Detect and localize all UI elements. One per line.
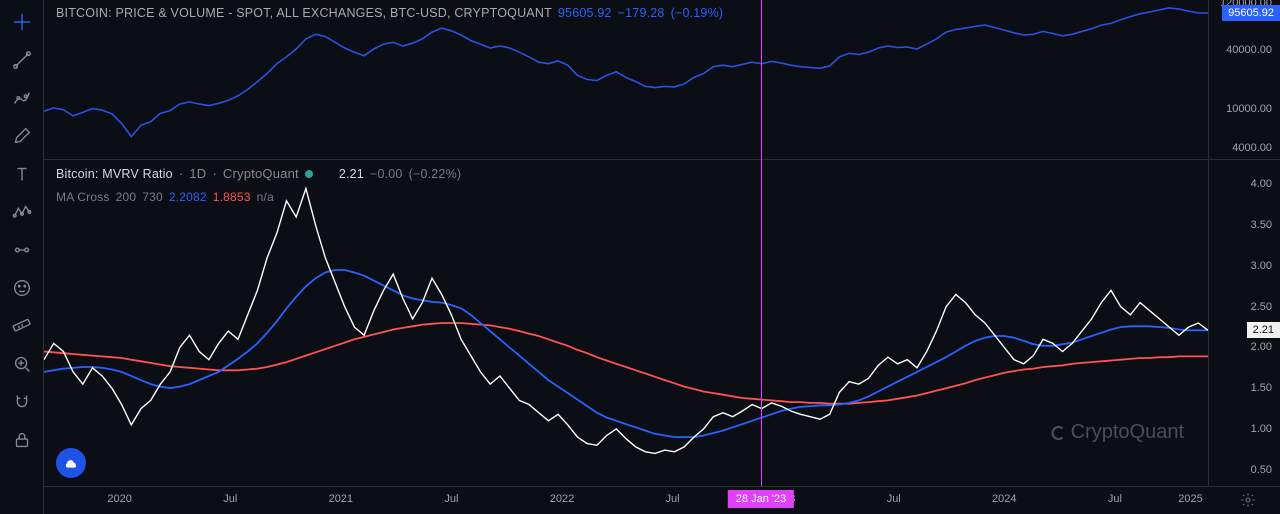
mvrv-title-c: CryptoQuant [223, 166, 299, 181]
mvrv-change: −0.00 [370, 167, 403, 181]
price-panel[interactable]: BITCOIN: PRICE & VOLUME - SPOT, ALL EXCH… [44, 0, 1280, 160]
price-header: BITCOIN: PRICE & VOLUME - SPOT, ALL EXCH… [56, 6, 723, 20]
price-value: 95605.92 [558, 6, 612, 20]
price-title: BITCOIN: PRICE & VOLUME - SPOT, ALL EXCH… [56, 6, 552, 20]
magnet-tool[interactable] [4, 384, 40, 420]
mvrv-title-a: Bitcoin: MVRV Ratio [56, 167, 173, 181]
cursor-vline2 [761, 160, 762, 486]
ma-v3: n/a [257, 190, 274, 204]
drawing-toolbar [0, 0, 44, 514]
pattern-tool[interactable] [4, 194, 40, 230]
mvrv-panel[interactable]: Bitcoin: MVRV Ratio · 1D · CryptoQuant 2… [44, 160, 1280, 486]
chart-area: BITCOIN: PRICE & VOLUME - SPOT, ALL EXCH… [44, 0, 1280, 514]
time-axis[interactable]: 2020Jul2021Jul2022Jul2023Jul2024Jul20252… [44, 486, 1280, 514]
price-yaxis[interactable]: 4000.0010000.0040000.00120000.0095605.92 [1208, 0, 1280, 159]
ma-v1: 2.2082 [169, 190, 207, 204]
ma-p2: 730 [142, 190, 163, 204]
price-chart [44, 0, 1208, 160]
ruler-tool[interactable] [4, 308, 40, 344]
mvrv-yaxis[interactable]: 0.501.001.502.002.503.003.504.002.21 [1208, 160, 1280, 486]
ma-label: MA Cross [56, 190, 110, 204]
ma-p1: 200 [116, 190, 137, 204]
mvrv-value: 2.21 [339, 167, 364, 181]
mvrv-header: Bitcoin: MVRV Ratio · 1D · CryptoQuant 2… [56, 166, 461, 181]
price-change: −179.28 [618, 6, 665, 20]
mvrv-title-b: 1D [189, 166, 206, 181]
fib-tool[interactable] [4, 80, 40, 116]
text-tool[interactable] [4, 156, 40, 192]
status-dot-icon [305, 170, 313, 178]
trendline-tool[interactable] [4, 42, 40, 78]
price-change-pct: (−0.19%) [671, 6, 724, 20]
emoji-tool[interactable] [4, 270, 40, 306]
brush-tool[interactable] [4, 118, 40, 154]
ma-header: MA Cross 200 730 2.2082 1.8853 n/a [56, 190, 274, 204]
settings-icon[interactable] [1240, 492, 1256, 511]
forecast-tool[interactable] [4, 232, 40, 268]
cursor-vline [761, 0, 762, 160]
ma-v2: 1.8853 [213, 190, 251, 204]
lock-tool[interactable] [4, 422, 40, 458]
crosshair-tool[interactable] [4, 4, 40, 40]
mvrv-chart [44, 160, 1208, 486]
zoom-tool[interactable] [4, 346, 40, 382]
cloud-save-button[interactable] [56, 448, 86, 478]
brand-watermark: CryptoQuant [1049, 421, 1184, 444]
mvrv-change-pct: (−0.22%) [409, 167, 462, 181]
